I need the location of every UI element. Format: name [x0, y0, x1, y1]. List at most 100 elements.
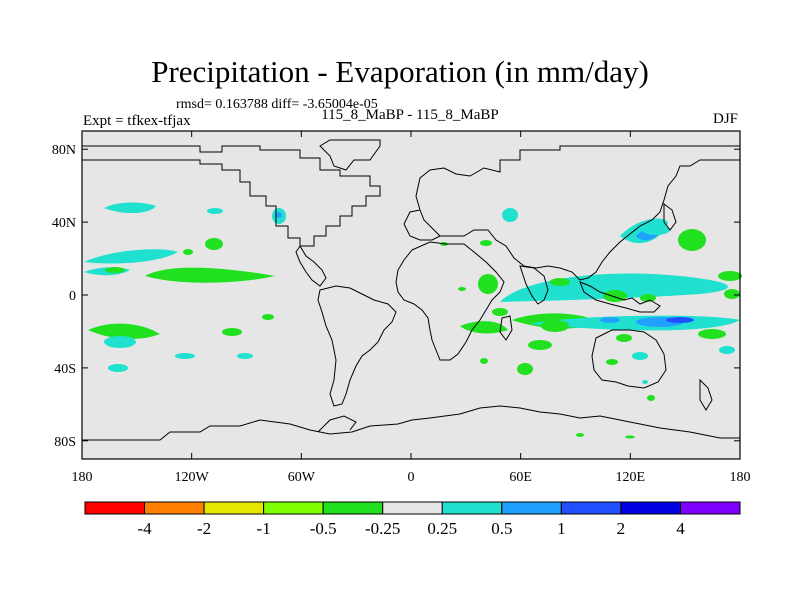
shade-patch — [480, 240, 492, 246]
australia-outline — [591, 329, 667, 389]
colorbar — [84, 501, 741, 515]
antarctic-peninsula-outline — [317, 415, 357, 433]
africa-outline — [395, 241, 505, 361]
shade-patch — [550, 278, 570, 286]
shade-patch — [666, 317, 694, 323]
y-tick-label: 0 — [69, 289, 76, 304]
colorbar-swatch — [322, 501, 384, 515]
madagascar-outline — [499, 315, 513, 341]
shade-patch — [642, 380, 648, 384]
colorbar-label: 4 — [676, 519, 685, 538]
continent-outlines — [82, 139, 741, 441]
plot-title: Precipitation - Evaporation (in mm/day) — [151, 54, 649, 89]
shade-patch — [237, 353, 253, 359]
shade-patch — [502, 208, 518, 222]
shade-patch — [183, 249, 193, 255]
colorbar-label: 2 — [617, 519, 626, 538]
colorbar-label: -1 — [257, 519, 271, 538]
shade-patch — [104, 336, 136, 348]
x-tick-label: 0 — [408, 470, 415, 485]
shade-patch — [576, 433, 584, 437]
japan-outline — [663, 203, 677, 231]
colorbar-swatch — [263, 501, 324, 515]
north-america-outline — [82, 145, 381, 247]
colorbar-label: -0.5 — [310, 519, 337, 538]
colorbar-labels: -4 -2 -1 -0.5 -0.25 0.25 0.5 1 2 4 — [137, 519, 685, 538]
x-tick-label: 60W — [288, 470, 316, 485]
colorbar-swatch — [203, 501, 265, 515]
shade-patch — [262, 314, 274, 320]
new-zealand-outline — [699, 378, 713, 411]
shade-patch — [207, 208, 223, 214]
shade-patch — [642, 225, 670, 235]
shade-patch — [205, 238, 223, 250]
x-tick-label: 60E — [509, 470, 532, 485]
eurasia-outline — [415, 145, 741, 281]
colorbar-swatch — [84, 501, 146, 515]
antarctica-outline — [82, 405, 740, 441]
south-america-outline — [317, 285, 397, 407]
shade-patch — [480, 358, 488, 364]
shade-patch — [678, 229, 706, 251]
shade-patch — [616, 334, 632, 342]
anomaly-shading — [84, 202, 742, 439]
shade-patch — [517, 363, 533, 375]
colorbar-swatch — [501, 501, 562, 515]
shade-patch — [88, 323, 160, 339]
y-axis-labels: 80N 40N 0 40S 80S — [52, 143, 76, 450]
shade-patch — [108, 364, 128, 372]
india-outline — [519, 265, 549, 305]
case-names-label: 115_8_MaBP - 115_8_MaBP — [321, 107, 499, 123]
shade-patch — [640, 294, 656, 302]
shade-patch — [541, 320, 569, 332]
shade-patch — [698, 329, 726, 339]
x-tick-label: 180 — [72, 470, 93, 485]
shade-patch — [175, 353, 195, 359]
colorbar-label: -2 — [197, 519, 211, 538]
colorbar-label: 0.5 — [491, 519, 512, 538]
shade-patch — [104, 202, 156, 214]
colorbar-swatch — [441, 501, 503, 515]
colorbar-label: -4 — [137, 519, 152, 538]
shade-patch — [84, 249, 178, 264]
colorbar-swatch — [679, 501, 741, 515]
x-axis-labels: 180 120W 60W 0 60E 120E 180 — [72, 470, 751, 485]
axis-ticks — [81, 131, 741, 459]
greenland-outline — [319, 139, 381, 171]
colorbar-swatch — [560, 501, 622, 515]
y-tick-label: 40N — [52, 216, 76, 231]
colorbar-label: 1 — [557, 519, 566, 538]
y-tick-label: 40S — [54, 362, 76, 377]
shade-patch — [105, 267, 125, 273]
colorbar-swatch — [144, 501, 205, 515]
shade-patch — [478, 274, 498, 294]
x-tick-label: 120W — [175, 470, 210, 485]
x-tick-label: 180 — [730, 470, 751, 485]
shade-patch — [632, 352, 648, 360]
europe-outline — [403, 209, 441, 241]
x-tick-label: 120E — [616, 470, 646, 485]
shade-patch — [719, 346, 735, 354]
central-america-outline — [295, 245, 327, 287]
experiment-label: Expt = tfkex-tfjax — [83, 113, 191, 129]
colorbar-label: 0.25 — [427, 519, 457, 538]
colorbar-label: -0.25 — [365, 519, 400, 538]
shade-patch — [647, 395, 655, 401]
season-label: DJF — [712, 111, 738, 127]
shade-patch — [718, 271, 742, 281]
shade-patch — [276, 212, 282, 218]
shade-patch — [145, 267, 275, 283]
shade-patch — [625, 435, 635, 439]
rmsd-diff-stats: rmsd= 0.163788 diff= -3.65004e-05 — [176, 97, 378, 112]
shade-patch — [458, 287, 466, 291]
shade-patch — [724, 289, 740, 299]
shade-patch — [492, 308, 508, 316]
shade-patch — [222, 328, 242, 336]
shade-patch — [528, 340, 552, 350]
shade-patch — [600, 317, 620, 323]
colorbar-swatch — [382, 501, 443, 515]
shade-patch — [606, 359, 618, 365]
se-asia-outline — [579, 281, 661, 313]
colorbar-swatch — [620, 501, 681, 515]
